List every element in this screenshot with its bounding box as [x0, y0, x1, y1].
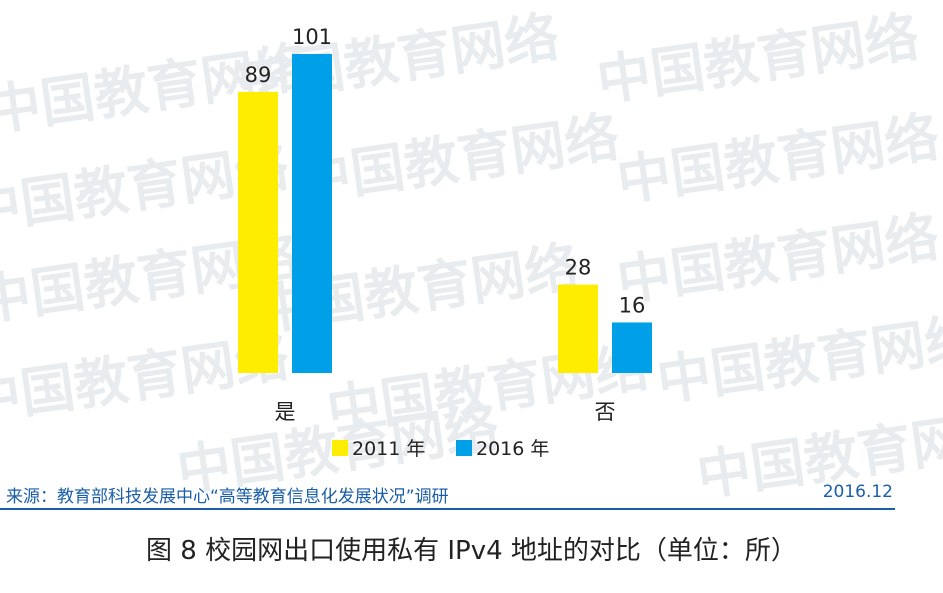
legend-swatch	[456, 440, 472, 456]
source-label: 来源：教育部科技发展中心“高等教育信息化发展状况”调研	[6, 487, 449, 507]
watermark-text: 中国教育网络	[293, 105, 623, 212]
watermark-text: 中国教育网络	[593, 5, 923, 112]
category-label: 是	[275, 400, 296, 424]
watermark-text: 中国教育网络	[653, 305, 943, 412]
figure-caption: 图 8 校园网出口使用私有 IPv4 地址的对比（单位：所）	[146, 536, 797, 566]
bar-no-2016	[612, 322, 652, 373]
watermark-text: 中国教育网络	[233, 5, 563, 112]
legend-label: 2011 年	[352, 438, 425, 460]
source-date: 2016.12	[822, 482, 893, 502]
bar-yes-2016	[292, 54, 332, 373]
watermark-text: 中国教育网络	[613, 105, 943, 212]
category-label: 否	[595, 400, 616, 424]
labels-layer: 89 101 是 28 16 否	[245, 25, 646, 424]
bars-layer	[238, 54, 652, 373]
data-label: 101	[292, 25, 332, 49]
source-bar: 来源：教育部科技发展中心“高等教育信息化发展状况”调研 2016.12	[0, 480, 895, 510]
data-label: 28	[565, 256, 592, 280]
legend-label: 2016 年	[476, 438, 549, 460]
data-label: 16	[619, 293, 646, 317]
legend: 2011 年 2016 年	[332, 438, 549, 460]
data-label: 89	[245, 63, 272, 87]
bar-no-2011	[558, 284, 598, 373]
legend-swatch	[332, 440, 348, 456]
watermark-text: 中国教育网络	[613, 205, 943, 312]
bar-yes-2011	[238, 91, 278, 373]
